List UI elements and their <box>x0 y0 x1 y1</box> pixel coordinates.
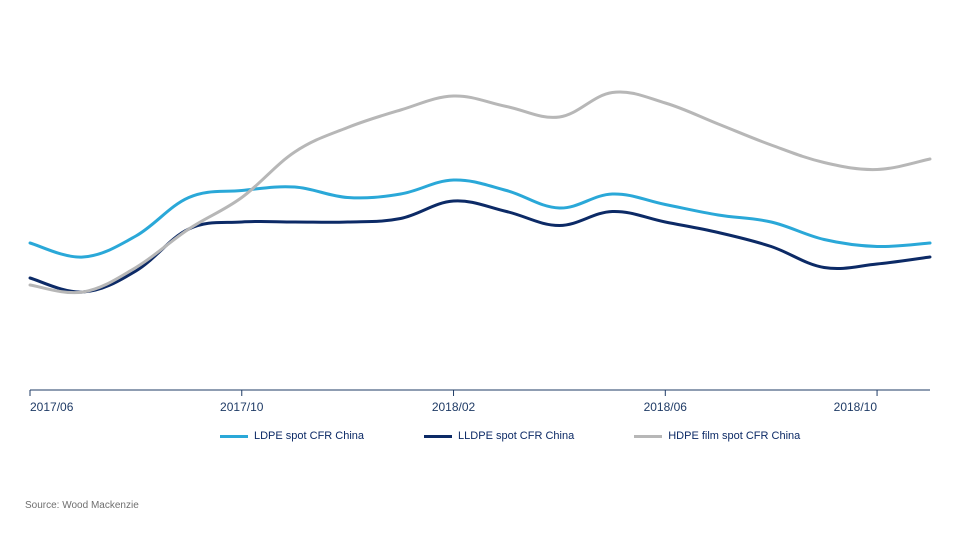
legend-item: LLDPE spot CFR China <box>424 430 574 442</box>
legend-label: HDPE film spot CFR China <box>668 430 800 442</box>
x-tick-label: 2017/06 <box>30 400 73 414</box>
chart-container: 2017/06 2017/10 2018/02 2018/06 2018/10 LDPE… <box>0 0 960 540</box>
legend-item: LDPE spot CFR China <box>220 430 364 442</box>
x-tick-label: 2018/02 <box>432 400 475 414</box>
source-attribution: Source: Wood Mackenzie <box>25 500 139 511</box>
legend-label: LDPE spot CFR China <box>254 430 364 442</box>
legend: LDPE spot CFR China LLDPE spot CFR China H… <box>220 430 800 442</box>
line-chart-svg <box>0 0 960 540</box>
legend-swatch <box>424 435 452 438</box>
x-tick-label: 2018/06 <box>644 400 687 414</box>
legend-item: HDPE film spot CFR China <box>634 430 800 442</box>
chart-background <box>0 0 960 540</box>
x-tick-label: 2017/10 <box>220 400 263 414</box>
x-tick-label: 2018/10 <box>834 400 877 414</box>
legend-swatch <box>220 435 248 438</box>
legend-swatch <box>634 435 662 438</box>
legend-label: LLDPE spot CFR China <box>458 430 574 442</box>
